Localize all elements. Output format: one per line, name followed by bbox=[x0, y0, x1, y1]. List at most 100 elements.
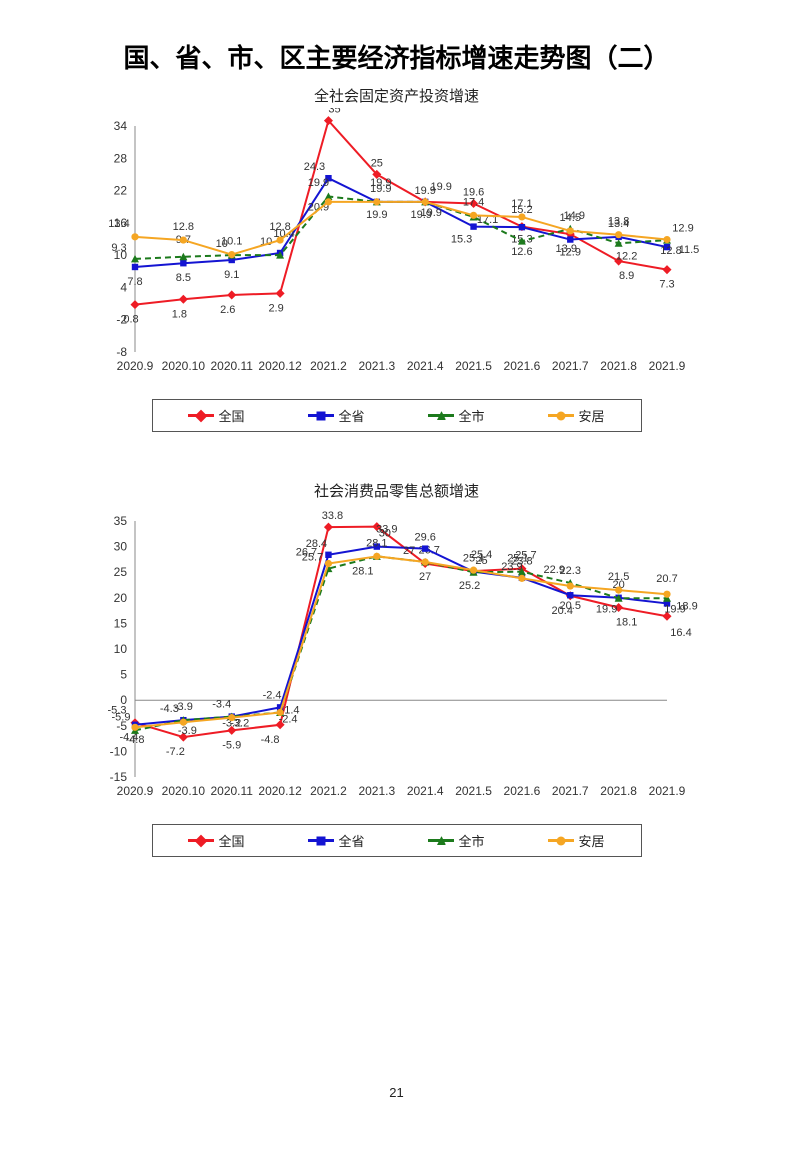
svg-text:12.9: 12.9 bbox=[559, 247, 580, 259]
svg-text:2021.6: 2021.6 bbox=[503, 784, 540, 798]
svg-text:25: 25 bbox=[370, 157, 382, 169]
svg-text:2021.8: 2021.8 bbox=[600, 359, 637, 373]
svg-text:21.5: 21.5 bbox=[607, 571, 628, 583]
svg-text:-4.8: -4.8 bbox=[125, 734, 144, 746]
chart-1-legend: 全国 全省 全市 安居 bbox=[152, 399, 642, 432]
svg-text:12.8: 12.8 bbox=[660, 245, 681, 257]
svg-text:2021.8: 2021.8 bbox=[600, 784, 637, 798]
svg-text:18.1: 18.1 bbox=[615, 617, 636, 629]
svg-text:19.9: 19.9 bbox=[420, 207, 441, 219]
svg-text:7.8: 7.8 bbox=[127, 276, 142, 288]
svg-text:20: 20 bbox=[113, 591, 127, 605]
svg-text:-7.2: -7.2 bbox=[165, 746, 184, 758]
svg-text:7.3: 7.3 bbox=[659, 279, 674, 291]
legend-item-province-2[interactable]: 全省 bbox=[308, 831, 364, 850]
page-number: 21 bbox=[389, 1085, 403, 1100]
svg-text:19.9: 19.9 bbox=[430, 181, 451, 193]
svg-text:17.1: 17.1 bbox=[511, 198, 532, 210]
svg-text:2020.11: 2020.11 bbox=[210, 359, 253, 373]
chart-1-canvas[interactable]: -8 -2 4 10 16 22 28 34 2020.9 2020.10 2020.11 2020.… bbox=[87, 108, 707, 388]
svg-text:27: 27 bbox=[403, 545, 415, 557]
svg-text:-15: -15 bbox=[109, 770, 127, 784]
svg-text:8.9: 8.9 bbox=[618, 270, 633, 282]
svg-text:22: 22 bbox=[113, 184, 127, 198]
legend-item-national-2[interactable]: 全国 bbox=[188, 831, 244, 850]
chart-2-title: 社会消费品零售总额增速 bbox=[72, 480, 722, 501]
svg-text:22.3: 22.3 bbox=[559, 565, 580, 577]
svg-text:10: 10 bbox=[113, 642, 127, 656]
legend-item-anju-1[interactable]: 安居 bbox=[548, 406, 604, 425]
svg-text:2.9: 2.9 bbox=[268, 302, 283, 314]
svg-text:2020.9: 2020.9 bbox=[116, 359, 153, 373]
svg-text:2021.7: 2021.7 bbox=[551, 359, 588, 373]
svg-text:33.8: 33.8 bbox=[321, 510, 342, 522]
svg-text:29.6: 29.6 bbox=[414, 532, 435, 544]
legend-item-city-1[interactable]: 全市 bbox=[428, 406, 484, 425]
svg-text:25: 25 bbox=[113, 565, 127, 579]
svg-text:2020.11: 2020.11 bbox=[210, 784, 253, 798]
svg-text:2021.4: 2021.4 bbox=[406, 359, 443, 373]
svg-text:17.4: 17.4 bbox=[462, 196, 483, 208]
svg-text:25.2: 25.2 bbox=[458, 580, 479, 592]
svg-text:15.3: 15.3 bbox=[450, 234, 471, 246]
svg-text:2020.10: 2020.10 bbox=[161, 784, 205, 798]
svg-text:-8: -8 bbox=[116, 345, 127, 359]
svg-text:-2.4: -2.4 bbox=[262, 689, 281, 701]
svg-text:2021.3: 2021.3 bbox=[358, 359, 395, 373]
svg-text:19.9: 19.9 bbox=[595, 603, 616, 615]
svg-text:0.8: 0.8 bbox=[123, 314, 138, 326]
svg-text:8.5: 8.5 bbox=[175, 272, 190, 284]
svg-text:9.3: 9.3 bbox=[111, 242, 126, 254]
chart-block-1: 全社会固定资产投资增速 -8 -2 4 10 16 22 28 34 2020.9 2020.10… bbox=[72, 85, 722, 432]
svg-text:28.1: 28.1 bbox=[352, 565, 373, 577]
svg-text:-4.8: -4.8 bbox=[260, 734, 279, 746]
svg-text:28: 28 bbox=[113, 151, 127, 165]
svg-text:2021.2: 2021.2 bbox=[310, 359, 347, 373]
legend-item-province-1[interactable]: 全省 bbox=[308, 406, 364, 425]
svg-text:12.8: 12.8 bbox=[172, 221, 193, 233]
svg-text:2021.6: 2021.6 bbox=[503, 359, 540, 373]
svg-text:13.8: 13.8 bbox=[607, 216, 628, 228]
legend-item-city-2[interactable]: 全市 bbox=[428, 831, 484, 850]
chart-1-title: 全社会固定资产投资增速 bbox=[72, 85, 722, 106]
svg-text:2021.7: 2021.7 bbox=[551, 784, 588, 798]
svg-text:2021.5: 2021.5 bbox=[455, 784, 492, 798]
svg-text:12.2: 12.2 bbox=[615, 250, 636, 262]
svg-text:-3.4: -3.4 bbox=[212, 699, 231, 711]
svg-text:19.9: 19.9 bbox=[366, 209, 387, 221]
svg-text:27: 27 bbox=[419, 571, 431, 583]
svg-text:23.8: 23.8 bbox=[511, 555, 532, 567]
svg-text:5: 5 bbox=[120, 668, 127, 682]
svg-text:25.4: 25.4 bbox=[470, 549, 491, 561]
svg-text:14.5: 14.5 bbox=[559, 212, 580, 224]
svg-text:2021.9: 2021.9 bbox=[648, 784, 685, 798]
svg-text:2020.12: 2020.12 bbox=[258, 784, 302, 798]
chart-block-2: 社会消费品零售总额增速 -15 -10 -5 0 5 10 15 20 25 30 35 2020.9… bbox=[72, 480, 722, 857]
page-title: 国、省、市、区主要经济指标增速走势图（二） bbox=[0, 38, 793, 75]
svg-text:24.3: 24.3 bbox=[303, 161, 324, 173]
svg-text:2021.5: 2021.5 bbox=[455, 359, 492, 373]
svg-text:10.1: 10.1 bbox=[221, 236, 242, 248]
svg-text:11.5: 11.5 bbox=[678, 244, 699, 256]
legend-item-anju-2[interactable]: 安居 bbox=[548, 831, 604, 850]
svg-text:35: 35 bbox=[328, 108, 340, 116]
chart-1-svg-wrap: -8 -2 4 10 16 22 28 34 2020.9 2020.10 2020.11 2020.… bbox=[87, 108, 707, 393]
svg-text:19.9: 19.9 bbox=[664, 603, 685, 615]
svg-text:12.6: 12.6 bbox=[511, 246, 532, 258]
svg-text:2020.12: 2020.12 bbox=[258, 359, 302, 373]
svg-text:-3.9: -3.9 bbox=[177, 725, 196, 737]
svg-text:20.5: 20.5 bbox=[559, 600, 580, 612]
svg-text:35: 35 bbox=[113, 514, 127, 528]
svg-text:15: 15 bbox=[113, 616, 127, 630]
svg-text:19.9: 19.9 bbox=[307, 177, 328, 189]
chart-2-svg-wrap: -15 -10 -5 0 5 10 15 20 25 30 35 2020.9 2020.10 2020.… bbox=[87, 503, 707, 818]
svg-text:19.9: 19.9 bbox=[370, 183, 391, 195]
svg-text:2020.9: 2020.9 bbox=[116, 784, 153, 798]
svg-text:1.8: 1.8 bbox=[171, 308, 186, 320]
svg-text:2021.3: 2021.3 bbox=[358, 784, 395, 798]
svg-text:30: 30 bbox=[113, 540, 127, 554]
svg-text:26.7: 26.7 bbox=[295, 546, 316, 558]
legend-item-national-1[interactable]: 全国 bbox=[188, 406, 244, 425]
svg-text:2021.9: 2021.9 bbox=[648, 359, 685, 373]
